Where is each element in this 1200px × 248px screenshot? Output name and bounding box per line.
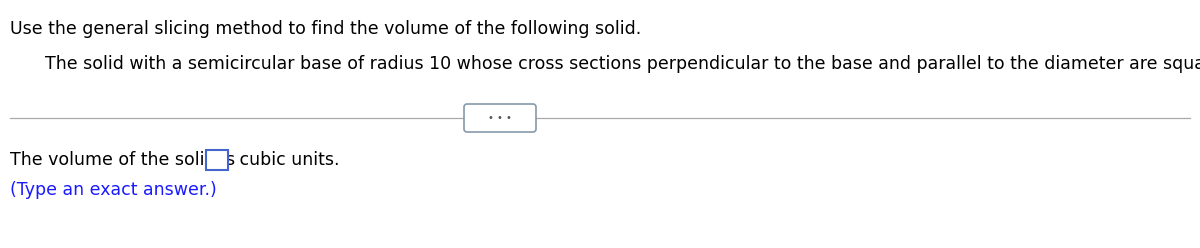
Text: • • •: • • • — [488, 113, 512, 123]
FancyBboxPatch shape — [206, 150, 228, 170]
Text: Use the general slicing method to find the volume of the following solid.: Use the general slicing method to find t… — [10, 20, 641, 38]
Text: cubic units.: cubic units. — [234, 151, 340, 169]
Text: (Type an exact answer.): (Type an exact answer.) — [10, 181, 217, 199]
Text: The solid with a semicircular base of radius 10 whose cross sections perpendicul: The solid with a semicircular base of ra… — [46, 55, 1200, 73]
Text: The volume of the solid is: The volume of the solid is — [10, 151, 241, 169]
FancyBboxPatch shape — [464, 104, 536, 132]
